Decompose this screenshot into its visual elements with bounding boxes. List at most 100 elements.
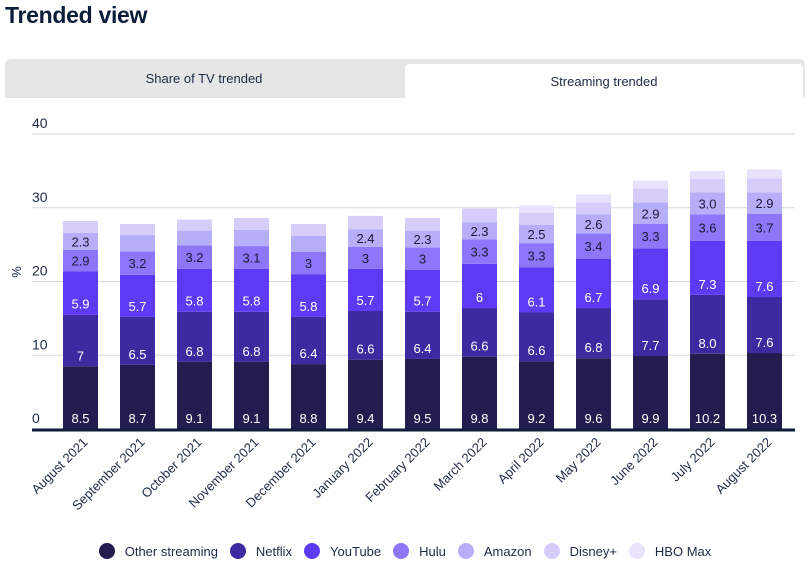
- legend-item-youtube[interactable]: YouTube: [304, 543, 381, 559]
- bar-segment-amazon[interactable]: [405, 230, 440, 248]
- bar-segment-youtube[interactable]: [177, 268, 212, 312]
- bar-segment-youtube[interactable]: [348, 268, 383, 311]
- bar-segment-amazon[interactable]: [633, 202, 668, 224]
- bar-segment-youtube[interactable]: [234, 268, 269, 312]
- bar-segment-amazon[interactable]: [576, 214, 611, 234]
- bar-segment-youtube[interactable]: [63, 271, 98, 315]
- legend-item-hulu[interactable]: Hulu: [393, 543, 446, 559]
- legend-item-amazon[interactable]: Amazon: [457, 543, 532, 559]
- bar-segment-hbo-max[interactable]: [690, 170, 725, 179]
- bar-stack[interactable]: [405, 218, 440, 429]
- bar-segment-disney-[interactable]: [633, 188, 668, 203]
- bar-segment-other-streaming[interactable]: [576, 358, 611, 429]
- bar-segment-netflix[interactable]: [63, 314, 98, 367]
- bar-segment-netflix[interactable]: [177, 311, 212, 362]
- legend-item-hbo-max[interactable]: HBO Max: [628, 543, 711, 559]
- bar-stack[interactable]: [576, 194, 611, 429]
- bar-segment-disney-[interactable]: [348, 215, 383, 230]
- bar-segment-disney-[interactable]: [690, 178, 725, 193]
- bar-stack[interactable]: [291, 223, 326, 429]
- bar-segment-youtube[interactable]: [633, 248, 668, 300]
- bar-segment-hulu[interactable]: [690, 214, 725, 241]
- bar-segment-hulu[interactable]: [234, 246, 269, 269]
- bar-segment-amazon[interactable]: [63, 232, 98, 250]
- bar-segment-amazon[interactable]: [462, 222, 497, 240]
- bar-segment-other-streaming[interactable]: [348, 359, 383, 429]
- bar-segment-hulu[interactable]: [747, 213, 782, 241]
- bar-segment-hbo-max[interactable]: [747, 169, 782, 179]
- tab-share-of-tv-trended[interactable]: Share of TV trended: [145, 71, 263, 86]
- bar-segment-other-streaming[interactable]: [234, 361, 269, 429]
- bar-segment-other-streaming[interactable]: [519, 361, 554, 429]
- bar-segment-hbo-max[interactable]: [633, 180, 668, 189]
- bar-segment-hulu[interactable]: [63, 249, 98, 272]
- bar-segment-youtube[interactable]: [120, 274, 155, 317]
- bar-segment-other-streaming[interactable]: [462, 356, 497, 429]
- bar-segment-disney-[interactable]: [405, 218, 440, 231]
- bar-stack[interactable]: [234, 218, 269, 429]
- bar-segment-amazon[interactable]: [120, 235, 155, 252]
- bar-segment-disney-[interactable]: [576, 202, 611, 215]
- bar-segment-youtube[interactable]: [405, 269, 440, 312]
- bar-segment-netflix[interactable]: [462, 308, 497, 357]
- bar-stack[interactable]: [462, 208, 497, 429]
- bar-segment-netflix[interactable]: [633, 299, 668, 356]
- bar-segment-disney-[interactable]: [120, 223, 155, 236]
- bar-segment-other-streaming[interactable]: [405, 358, 440, 429]
- bar-segment-netflix[interactable]: [690, 294, 725, 354]
- bar-segment-amazon[interactable]: [291, 235, 326, 252]
- bar-segment-youtube[interactable]: [576, 258, 611, 309]
- bar-stack[interactable]: [63, 221, 98, 429]
- bar-segment-netflix[interactable]: [405, 311, 440, 359]
- bar-stack[interactable]: [120, 223, 155, 429]
- bar-segment-other-streaming[interactable]: [63, 366, 98, 429]
- bar-segment-disney-[interactable]: [519, 212, 554, 225]
- bar-segment-youtube[interactable]: [690, 240, 725, 295]
- bar-segment-youtube[interactable]: [462, 263, 497, 309]
- bar-segment-netflix[interactable]: [348, 311, 383, 360]
- bar-segment-amazon[interactable]: [177, 230, 212, 246]
- bar-segment-netflix[interactable]: [519, 312, 554, 362]
- bar-segment-other-streaming[interactable]: [120, 364, 155, 429]
- bar-stack[interactable]: [747, 169, 782, 429]
- bar-segment-other-streaming[interactable]: [633, 355, 668, 429]
- bar-segment-netflix[interactable]: [576, 308, 611, 359]
- bar-segment-disney-[interactable]: [234, 218, 269, 230]
- bar-segment-hbo-max[interactable]: [576, 194, 611, 203]
- bar-segment-hbo-max[interactable]: [519, 205, 554, 213]
- bar-segment-netflix[interactable]: [120, 316, 155, 365]
- bar-segment-youtube[interactable]: [519, 267, 554, 313]
- bar-segment-amazon[interactable]: [234, 229, 269, 247]
- bar-segment-amazon[interactable]: [348, 229, 383, 247]
- bar-segment-netflix[interactable]: [234, 311, 269, 362]
- bar-segment-disney-[interactable]: [177, 219, 212, 231]
- bar-segment-disney-[interactable]: [462, 208, 497, 223]
- bar-segment-netflix[interactable]: [291, 316, 326, 365]
- bar-stack[interactable]: [177, 219, 212, 429]
- bar-segment-other-streaming[interactable]: [747, 353, 782, 429]
- bar-segment-disney-[interactable]: [747, 178, 782, 193]
- bar-stack[interactable]: [519, 205, 554, 429]
- bar-segment-hulu[interactable]: [120, 251, 155, 275]
- bar-segment-disney-[interactable]: [63, 221, 98, 233]
- bar-segment-hulu[interactable]: [348, 246, 383, 269]
- bar-segment-hulu[interactable]: [462, 239, 497, 264]
- bar-segment-hulu[interactable]: [405, 247, 440, 270]
- bar-segment-amazon[interactable]: [519, 224, 554, 244]
- tab-streaming-trended[interactable]: Streaming trended: [403, 62, 805, 98]
- bar-stack[interactable]: [633, 180, 668, 429]
- bar-segment-hulu[interactable]: [576, 233, 611, 259]
- bar-stack[interactable]: [348, 215, 383, 429]
- bar-segment-youtube[interactable]: [291, 274, 326, 317]
- bar-segment-other-streaming[interactable]: [177, 361, 212, 429]
- bar-segment-hulu[interactable]: [291, 252, 326, 275]
- bar-segment-hulu[interactable]: [177, 245, 212, 269]
- bar-segment-amazon[interactable]: [747, 192, 782, 214]
- legend-item-disney-[interactable]: Disney+: [543, 543, 617, 559]
- bar-segment-amazon[interactable]: [690, 192, 725, 215]
- legend-item-netflix[interactable]: Netflix: [229, 543, 292, 559]
- legend-item-other-streaming[interactable]: Other streaming: [98, 543, 218, 559]
- bar-segment-hulu[interactable]: [519, 243, 554, 268]
- bar-segment-other-streaming[interactable]: [690, 353, 725, 429]
- bar-stack[interactable]: [690, 170, 725, 429]
